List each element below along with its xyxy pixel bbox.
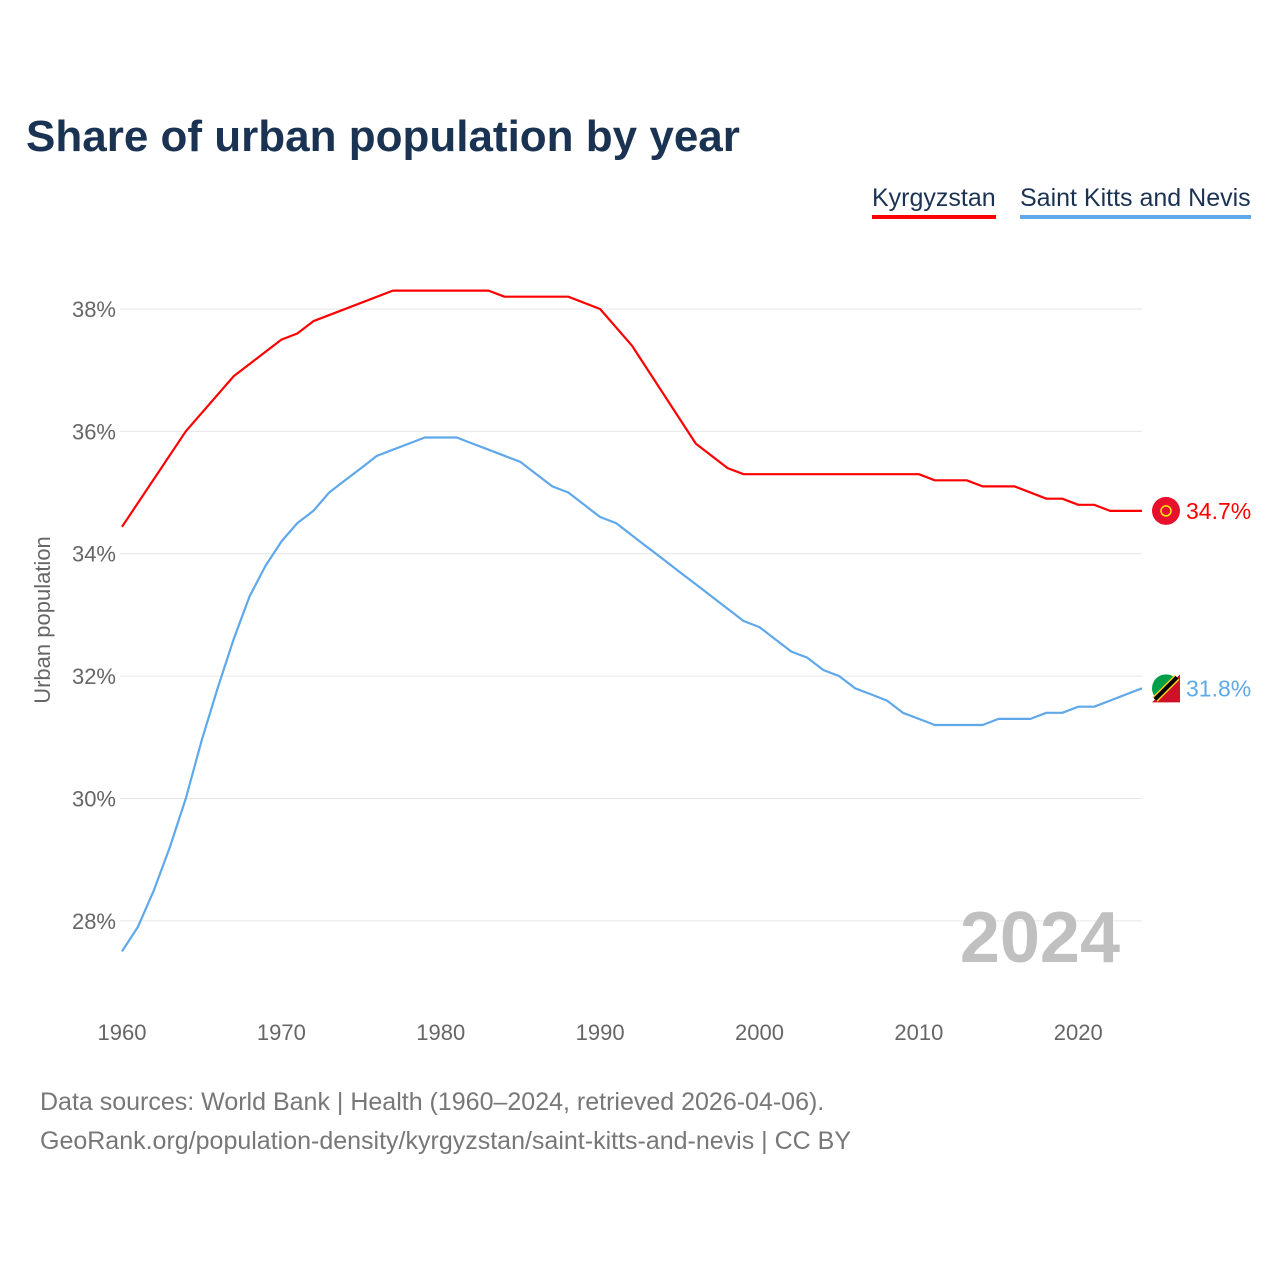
series-line-saint-kitts-and-nevis [121, 436, 1143, 952]
flag-icon [1152, 496, 1180, 525]
y-tick-label: 32% [72, 664, 116, 689]
y-tick-label: 38% [72, 297, 116, 322]
legend-saint-kitts-and-nevis[interactable]: Saint Kitts and Nevis [1020, 184, 1251, 219]
end-value-label: 34.7% [1186, 498, 1251, 524]
y-tick-label: 36% [72, 419, 116, 444]
y-tick-label: 28% [72, 909, 116, 934]
year-label: 2024 [960, 898, 1120, 978]
series-line-kyrgyzstan [121, 289, 1142, 528]
x-tick-label: 2000 [735, 1020, 784, 1045]
x-tick-label: 1960 [98, 1020, 147, 1045]
flag-black-band [1153, 675, 1179, 701]
y-tick-label: 34% [72, 542, 116, 567]
x-tick-label: 1990 [576, 1020, 625, 1045]
y-axis-label: Urban population [30, 536, 55, 704]
source-link[interactable]: GeoRank.org/population-density/kyrgyzsta… [40, 1127, 852, 1155]
end-value-label: 31.8% [1186, 675, 1251, 701]
sun-icon [1160, 505, 1172, 517]
x-tick-label: 1970 [257, 1020, 306, 1045]
x-tick-label: 1980 [416, 1020, 465, 1045]
y-tick-label: 30% [72, 786, 116, 811]
chart-title: Share of urban population by year [26, 112, 740, 161]
x-tick-label: 2020 [1054, 1020, 1103, 1045]
data-source: Data sources: World Bank | Health (1960–… [40, 1088, 825, 1116]
legend-kyrgyzstan[interactable]: Kyrgyzstan [872, 184, 996, 219]
x-tick-label: 2010 [894, 1020, 943, 1045]
